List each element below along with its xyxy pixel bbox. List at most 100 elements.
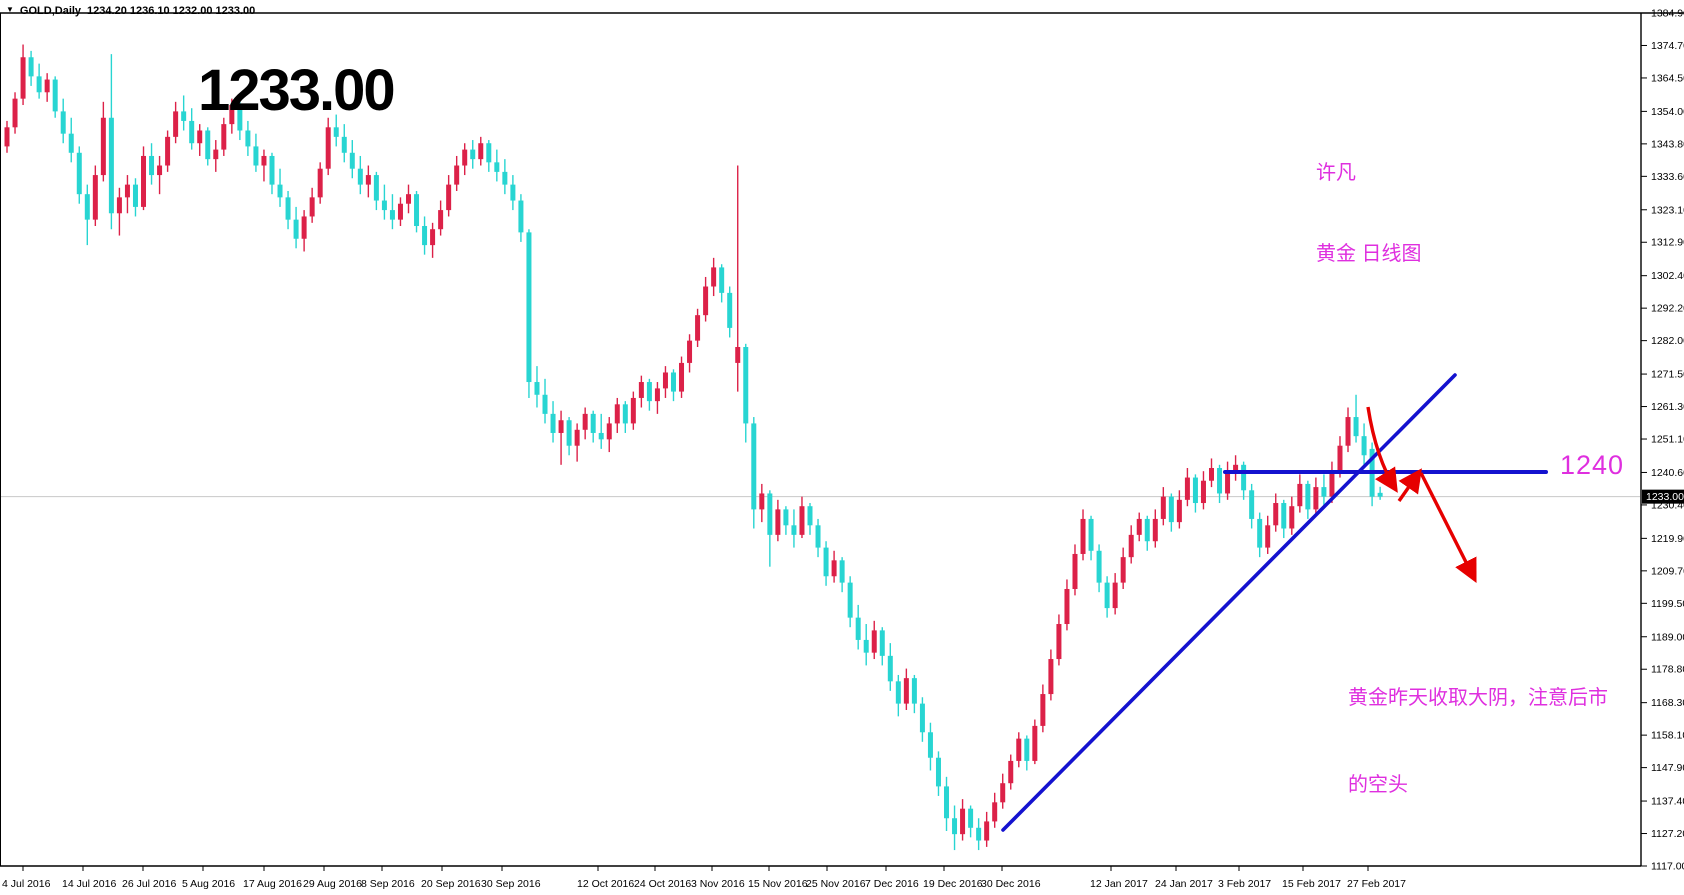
y-tick-label: 1168.30	[1651, 697, 1684, 709]
candle-body	[1032, 725, 1038, 761]
candle-body	[662, 372, 668, 389]
candle-body	[783, 509, 789, 526]
arrow-segment	[1366, 406, 1398, 493]
candle-body	[76, 152, 82, 195]
candle-body	[727, 292, 733, 328]
candle-body	[1096, 550, 1102, 583]
candle-body	[1313, 487, 1319, 510]
candle-body	[911, 678, 917, 704]
candle-body	[711, 267, 717, 287]
candle-body	[181, 111, 187, 121]
y-tick-label: 1302.40	[1651, 270, 1684, 282]
current-price-tag	[1642, 489, 1684, 504]
candle-body	[1329, 471, 1335, 497]
candle-body	[590, 413, 596, 433]
candle-body	[229, 105, 235, 125]
candle-body	[847, 582, 853, 618]
y-tick-label: 1137.40	[1651, 796, 1684, 808]
candle-body	[743, 347, 749, 424]
candle-body	[903, 678, 909, 704]
candle-body	[550, 413, 556, 433]
candle-body	[157, 165, 163, 176]
candle-body	[60, 111, 66, 134]
candle-body	[245, 130, 251, 147]
x-tick-label: 19 Dec 2016	[923, 878, 983, 890]
candle-body	[1184, 477, 1190, 500]
candle-body	[1024, 738, 1030, 761]
candle-body	[654, 388, 660, 402]
candle-body	[558, 420, 564, 433]
candle-body	[815, 525, 821, 548]
candle-body	[1120, 557, 1126, 583]
y-tick-label: 1219.90	[1651, 533, 1684, 545]
analysis-note: 黄金昨天收取大阴，注意后市 的空头	[1348, 626, 1608, 858]
candle-body	[261, 155, 267, 166]
candle-body	[422, 226, 428, 246]
candle-body	[1377, 492, 1383, 497]
candle-body	[687, 340, 693, 363]
x-tick-label: 15 Feb 2017	[1282, 878, 1341, 890]
candle-body	[1160, 496, 1166, 519]
candle-body	[141, 155, 147, 207]
candle-body	[365, 175, 371, 185]
candle-body	[1144, 518, 1150, 542]
candle-body	[494, 162, 500, 172]
candle-body	[333, 127, 339, 137]
candle-body	[510, 184, 516, 201]
projection-arrow[interactable]	[1366, 406, 1477, 584]
x-tick-label: 8 Sep 2016	[361, 878, 415, 890]
candle-body	[36, 76, 42, 93]
x-tick-label: 3 Feb 2017	[1218, 878, 1271, 890]
candle-body	[397, 203, 403, 220]
candle-body	[1112, 582, 1118, 609]
y-tick-label: 1158.10	[1651, 730, 1684, 742]
candle-body	[1088, 518, 1094, 551]
candle-body	[1353, 417, 1359, 437]
candle-body	[1040, 694, 1046, 726]
candle-body	[526, 232, 532, 383]
candle-body	[703, 286, 709, 316]
symbol-dropdown-icon[interactable]: ▼	[6, 5, 14, 14]
candle-body	[887, 655, 893, 682]
candle-body	[1104, 582, 1110, 609]
candle-body	[807, 506, 813, 526]
candle-body	[1000, 783, 1006, 803]
y-tick-label: 1189.00	[1651, 631, 1684, 643]
candle-body	[622, 404, 628, 424]
x-tick-label: 15 Nov 2016	[748, 878, 808, 890]
x-tick-label: 25 Nov 2016	[806, 878, 866, 890]
candle-body	[614, 404, 620, 424]
y-tick-label: 1240.60	[1651, 467, 1684, 479]
candle-body	[799, 506, 805, 535]
candle-body	[1056, 624, 1062, 660]
candle-body	[349, 152, 355, 169]
candle-body	[984, 821, 990, 841]
candle-body	[679, 362, 685, 392]
candle-body	[12, 98, 18, 128]
x-tick-label: 24 Jan 2017	[1155, 878, 1213, 890]
candlesticks	[4, 44, 1383, 851]
candle-body	[1265, 525, 1271, 548]
x-tick-label: 14 Jul 2016	[62, 878, 116, 890]
current-price-tag-text: 1233.00	[1646, 491, 1684, 503]
candle-body	[871, 630, 877, 653]
y-tick-label: 1251.10	[1651, 434, 1684, 446]
candle-body	[269, 155, 275, 185]
candle-body	[1048, 659, 1054, 695]
candle-body	[28, 57, 34, 77]
x-tick-label: 7 Dec 2016	[865, 878, 919, 890]
candle-body	[1297, 483, 1303, 507]
candle-body	[1257, 518, 1263, 548]
candle-body	[173, 111, 179, 137]
candle-body	[92, 175, 98, 220]
candle-body	[381, 200, 387, 211]
x-tick-label: 20 Sep 2016	[421, 878, 481, 890]
chart-title-bar: ▼ GOLD,Daily 1234.20 1236.10 1232.00 123…	[6, 5, 255, 17]
candle-body	[285, 197, 291, 220]
candle-body	[1128, 534, 1134, 558]
candle-body	[960, 808, 966, 835]
candle-body	[124, 184, 130, 198]
y-tick-label: 1178.80	[1651, 664, 1684, 676]
y-tick-label: 1312.90	[1651, 237, 1684, 249]
